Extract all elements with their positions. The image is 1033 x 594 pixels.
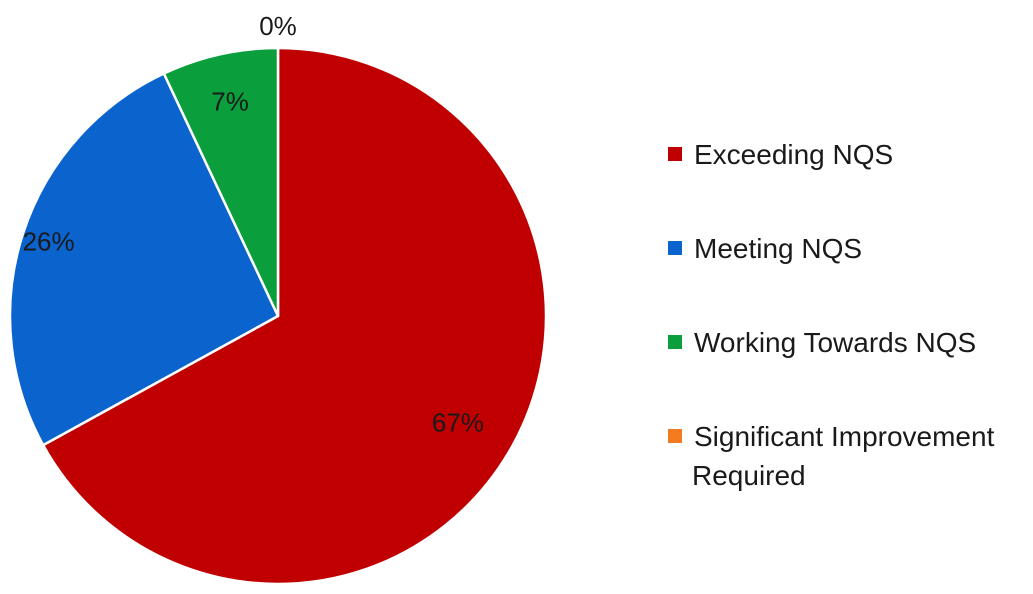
data-label-significant-improvement-required: 0% <box>259 11 297 41</box>
pie-slices <box>8 46 548 586</box>
data-label-exceeding-nqs: 67% <box>432 407 484 437</box>
data-label-meeting-nqs: 26% <box>23 226 75 256</box>
data-label-working-towards-nqs: 7% <box>211 87 249 117</box>
legend-swatch-working-towards-nqs <box>668 335 682 349</box>
legend-swatch-significant-improvement-required <box>668 429 682 443</box>
legend-swatch-exceeding-nqs <box>668 147 682 161</box>
legend-label-significant-improvement-required-line-2: Required <box>692 460 806 491</box>
legend-label-significant-improvement-required-line-1: Significant Improvement <box>694 421 995 452</box>
legend: Exceeding NQS Meeting NQS Working Towards … <box>668 139 995 491</box>
slice-working-towards-nqs <box>162 46 280 318</box>
slice-meeting-nqs <box>8 72 280 447</box>
legend-label-exceeding-nqs: Exceeding NQS <box>694 139 893 170</box>
legend-swatch-meeting-nqs <box>668 241 682 255</box>
legend-label-meeting-nqs: Meeting NQS <box>694 233 862 264</box>
slice-exceeding-nqs <box>41 46 548 586</box>
legend-label-working-towards-nqs: Working Towards NQS <box>694 327 976 358</box>
data-labels: 67% 26% 7% 0% <box>23 11 484 437</box>
